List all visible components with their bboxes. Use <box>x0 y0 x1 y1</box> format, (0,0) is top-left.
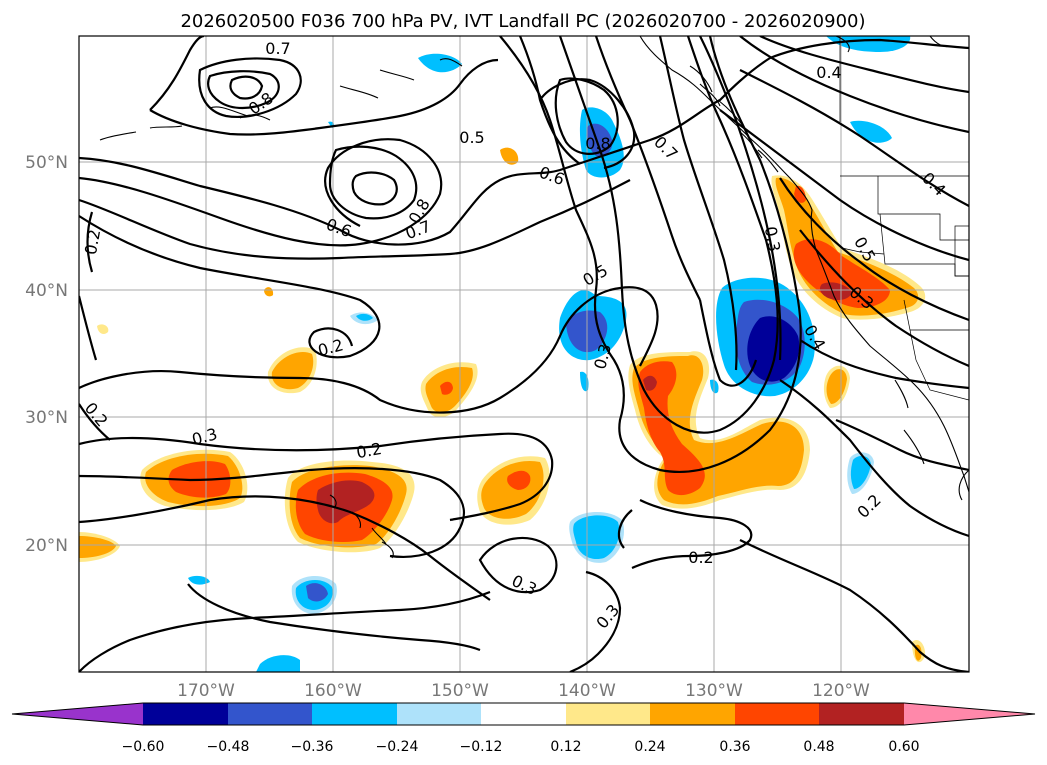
lat-label: 50°N <box>25 153 68 173</box>
contour-label: 0.4 <box>816 63 841 82</box>
negative-anomaly-trough <box>716 277 815 397</box>
colorbar-segment <box>312 703 397 725</box>
positive-anomaly-146w <box>477 456 550 525</box>
colorbar-tick: −0.12 <box>460 739 503 755</box>
colorbar-tick: 0.12 <box>550 739 581 755</box>
lon-label: 150°W <box>431 681 489 701</box>
colorbar-extend-right <box>904 703 1035 725</box>
contour-label: 0.8 <box>585 134 610 153</box>
lon-label: 120°W <box>812 681 870 701</box>
colorbar-segment <box>650 703 735 725</box>
lon-label: 140°W <box>558 681 616 701</box>
lon-label: 160°W <box>304 681 362 701</box>
colorbar: −0.60 −0.48 −0.36 −0.24 −0.12 0.12 0.24 … <box>11 702 1036 755</box>
contour-label: 0.2 <box>355 439 383 462</box>
contour-label: 0.2 <box>688 548 713 567</box>
positive-anomaly-hawaii <box>284 460 415 553</box>
colorbar-segment <box>481 703 566 725</box>
colorbar-segment <box>143 703 228 725</box>
longitude-labels: 170°W 160°W 150°W 140°W 130°W 120°W <box>177 681 870 701</box>
map-background <box>79 36 969 672</box>
lon-label: 170°W <box>177 681 235 701</box>
lon-label: 130°W <box>685 681 743 701</box>
map-panel: 0.7 0.8 0.5 0.6 0.8 0.7 0.6 0.8 0.7 0.4 … <box>78 35 970 673</box>
colorbar-tick: 0.48 <box>803 739 834 755</box>
map-frame <box>78 35 970 673</box>
colorbar-tick: −0.48 <box>207 739 250 755</box>
colorbar-tick: −0.60 <box>122 739 165 755</box>
latitude-labels: 50°N 40°N 30°N 20°N <box>25 153 68 556</box>
colorbar-tick: 0.24 <box>634 739 665 755</box>
contour-label: 0.5 <box>459 128 484 147</box>
colorbar-tick: 0.36 <box>719 739 750 755</box>
colorbar-tick: −0.36 <box>291 739 334 755</box>
figure-title: 2026020500 F036 700 hPa PV, IVT Landfall… <box>180 11 865 32</box>
lat-label: 20°N <box>25 536 68 556</box>
colorbar-segment <box>566 703 650 725</box>
contour-label: 0.7 <box>265 39 290 58</box>
colorbar-extend-left <box>12 703 143 725</box>
lat-label: 40°N <box>25 281 68 301</box>
colorbar-tick: −0.24 <box>376 739 419 755</box>
colorbar-segment <box>735 703 819 725</box>
colorbar-segment <box>397 703 481 725</box>
borders <box>839 36 969 401</box>
contour-label: 0.3 <box>761 225 784 253</box>
lat-label: 30°N <box>25 408 68 428</box>
positive-anomaly-trough <box>628 351 810 509</box>
pv-contours <box>79 36 969 672</box>
contour-label: 0.2 <box>81 228 104 256</box>
colorbar-tick: 0.60 <box>888 739 919 755</box>
graticule <box>79 36 969 672</box>
colorbar-segment <box>228 703 312 725</box>
colorbar-segment <box>819 703 904 725</box>
